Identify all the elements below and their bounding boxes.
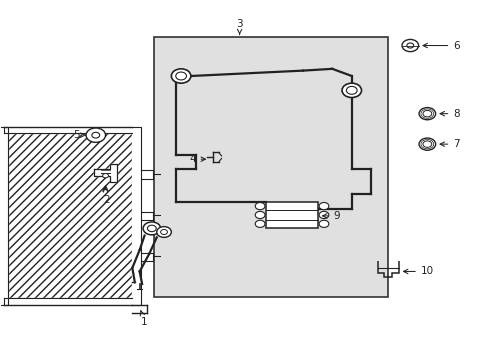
Text: 2: 2 (103, 188, 110, 205)
Text: 3: 3 (236, 19, 243, 35)
Circle shape (175, 72, 186, 80)
Circle shape (255, 211, 264, 219)
Circle shape (422, 141, 431, 147)
Text: 6: 6 (422, 41, 459, 50)
Text: 1: 1 (140, 311, 147, 327)
Circle shape (92, 132, 100, 138)
Circle shape (341, 83, 361, 98)
Polygon shape (4, 298, 132, 305)
Polygon shape (94, 164, 117, 182)
Text: 4: 4 (189, 154, 205, 164)
Circle shape (319, 203, 328, 210)
Circle shape (143, 222, 160, 235)
Circle shape (157, 226, 171, 237)
Circle shape (422, 111, 431, 117)
Circle shape (255, 203, 264, 210)
Polygon shape (4, 127, 132, 134)
Text: 7: 7 (439, 139, 459, 149)
Circle shape (171, 69, 190, 83)
Text: 8: 8 (439, 109, 459, 119)
Circle shape (160, 229, 167, 234)
Bar (154, 37, 387, 297)
Circle shape (346, 86, 356, 94)
Circle shape (319, 211, 328, 219)
Circle shape (255, 220, 264, 228)
Circle shape (86, 128, 105, 142)
Circle shape (418, 138, 435, 150)
Text: 9: 9 (322, 211, 340, 221)
Polygon shape (0, 127, 8, 305)
Circle shape (401, 40, 418, 51)
Circle shape (406, 43, 413, 48)
Bar (8, 134, 132, 298)
Text: 5: 5 (73, 130, 85, 140)
Text: 10: 10 (403, 266, 433, 276)
Circle shape (319, 220, 328, 228)
Polygon shape (132, 127, 141, 305)
Circle shape (147, 225, 156, 231)
Bar (266, 202, 317, 228)
Circle shape (418, 108, 435, 120)
Circle shape (102, 174, 108, 178)
